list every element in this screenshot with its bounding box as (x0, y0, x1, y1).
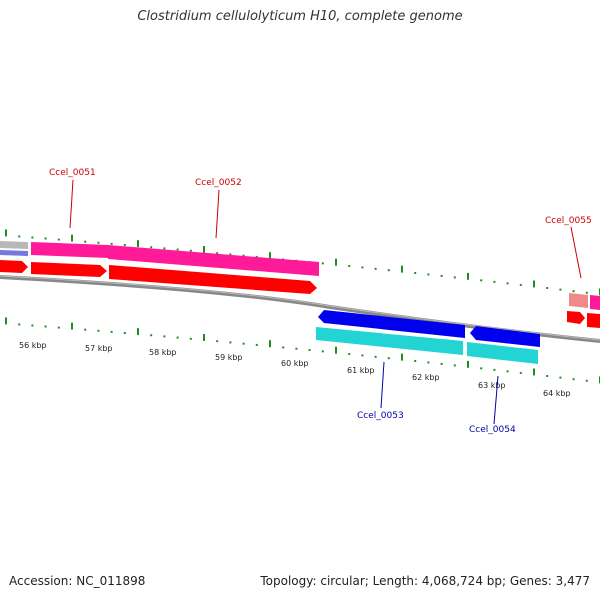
kbp-label: 64 kbp (543, 389, 571, 398)
gene-label-ccel-0055: Ccel_0055 (545, 216, 592, 226)
kbp-label: 60 kbp (281, 359, 309, 368)
cds-arrow-ccel-0055-b (587, 313, 600, 328)
kbp-scale: 56 kbp 57 kbp 58 kbp 59 kbp 60 kbp 61 kb… (19, 341, 571, 398)
gene-bar-ccel-0052 (108, 245, 319, 276)
kbp-label: 59 kbp (215, 353, 243, 362)
inner-tick-row (5, 317, 600, 384)
kbp-label: 57 kbp (85, 344, 113, 353)
callout-line-ccel-0053 (380, 361, 385, 409)
accession-text: Accession: NC_011898 (9, 574, 146, 588)
gene-bar-ccel-0055-pink (569, 293, 588, 308)
cds-arrow-ccel-0052 (109, 265, 317, 294)
forward-gene-track (0, 241, 600, 310)
gene-bar-ccel-0051 (31, 242, 108, 258)
genome-backbone-highlight (0, 275, 600, 341)
cds-arrow-ccel-0051 (31, 262, 107, 277)
reverse-gene-track (316, 327, 538, 364)
cds-arrow-ccel-0055-a (567, 311, 585, 324)
gene-labels: Ccel_0051 Ccel_0052 Ccel_0055 Ccel_0053 … (49, 168, 592, 435)
gene-label-ccel-0054: Ccel_0054 (469, 425, 516, 435)
kbp-label: 56 kbp (19, 341, 47, 350)
gene-bar-ccel-0055-magenta (590, 295, 600, 310)
gene-label-ccel-0051: Ccel_0051 (49, 168, 96, 178)
gene-bar-left-stub (0, 250, 28, 256)
callout-line-ccel-0055 (570, 226, 582, 279)
callout-line-ccel-0051 (69, 179, 74, 229)
gene-bar-ccel-0053 (316, 327, 463, 355)
reverse-cds-track (318, 310, 540, 347)
forward-cds-track (0, 260, 600, 328)
kbp-label: 58 kbp (149, 348, 177, 357)
map-title: Clostridium cellulolyticum H10, complete… (137, 9, 463, 24)
kbp-label: 63 kbp (478, 381, 506, 390)
cds-arrow-left-stub (0, 260, 28, 273)
genome-summary-text: Topology: circular; Length: 4,068,724 bp… (260, 574, 590, 588)
callout-line-ccel-0052 (215, 189, 220, 239)
gene-bar-grey (0, 241, 28, 249)
gene-bar-ccel-0054 (467, 342, 538, 364)
kbp-label: 61 kbp (347, 366, 375, 375)
gene-label-ccel-0052: Ccel_0052 (195, 178, 242, 188)
gene-label-ccel-0053: Ccel_0053 (357, 411, 404, 421)
kbp-label: 62 kbp (412, 373, 440, 382)
gene-callout-lines (69, 179, 582, 425)
callout-line-ccel-0054 (493, 375, 499, 425)
outer-tick-row (5, 229, 600, 296)
cds-arrow-ccel-0053 (318, 310, 465, 338)
cds-arrow-ccel-0054 (470, 326, 540, 347)
